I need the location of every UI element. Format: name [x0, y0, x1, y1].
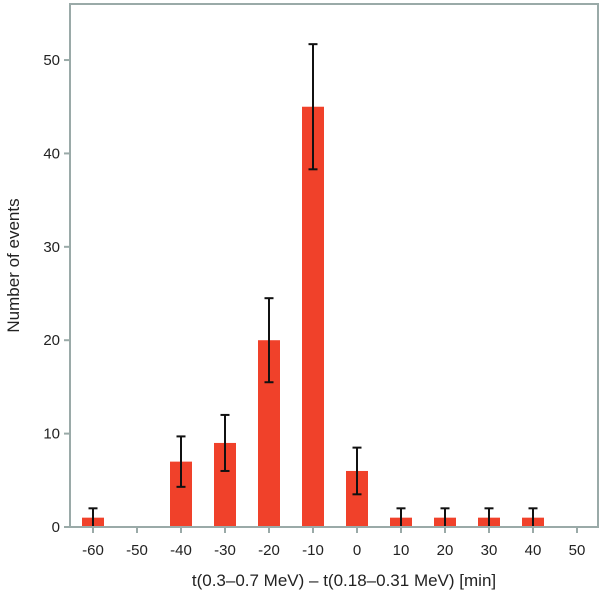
x-tick-label: -20: [258, 542, 280, 559]
y-tick-label: 10: [43, 426, 60, 443]
error-bar: [220, 413, 230, 472]
x-tick-label: -10: [302, 542, 324, 559]
x-tick-label: 40: [525, 542, 542, 559]
bars-layer: [82, 106, 544, 527]
y-tick-label: 20: [43, 332, 60, 349]
x-tick-label: 10: [393, 542, 410, 559]
x-tick-label: -50: [126, 542, 148, 559]
x-tick-label: -60: [82, 542, 104, 559]
error-bar: [352, 446, 362, 496]
x-tick-label: -30: [214, 542, 236, 559]
x-tick-label: 0: [353, 542, 361, 559]
y-tick-label: 40: [43, 145, 60, 162]
bar: [302, 106, 324, 527]
error-bar: [264, 297, 274, 384]
bar: [346, 470, 368, 527]
plot-frame: [69, 3, 599, 528]
error-bar: [308, 43, 318, 171]
y-axis: 0 10 20 30 40 50: [43, 52, 70, 536]
errorbars-layer: [88, 43, 582, 528]
x-tick-label: 20: [437, 542, 454, 559]
x-axis: -60 -50 -40 -30 -20 -10 0 10 20 30 40 50: [82, 527, 585, 559]
bar: [214, 442, 236, 527]
error-bar: [176, 435, 186, 488]
x-axis-title: t(0.3–0.7 MeV) – t(0.18–0.31 MeV) [min]: [192, 571, 496, 590]
x-tick-label: 50: [569, 542, 586, 559]
y-tick-label: 50: [43, 52, 60, 69]
bar: [170, 461, 192, 527]
bar: [258, 340, 280, 527]
x-tick-label: -40: [170, 542, 192, 559]
y-tick-label: 0: [52, 519, 60, 536]
x-tick-label: 30: [481, 542, 498, 559]
y-axis-title: Number of events: [4, 198, 23, 332]
y-tick-label: 30: [43, 239, 60, 256]
